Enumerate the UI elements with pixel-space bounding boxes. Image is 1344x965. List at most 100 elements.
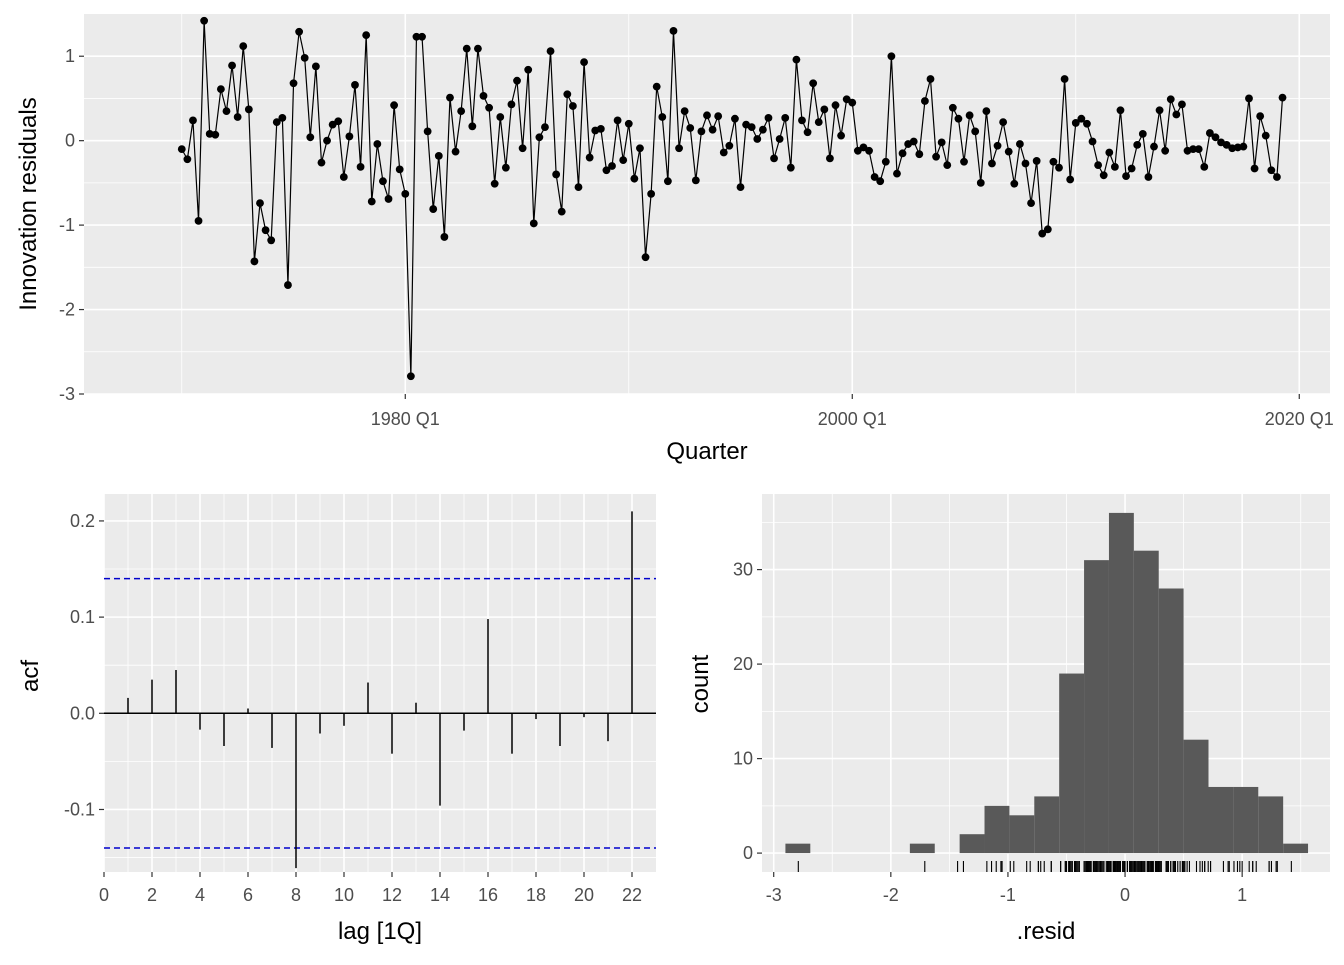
residual-point — [1043, 225, 1052, 234]
residual-point — [1133, 140, 1142, 149]
histogram-bar — [1133, 550, 1159, 854]
residual-point — [485, 103, 493, 112]
acf-axes: -0.1 0.0 0.1 0.2 0 2 4 6 8 10 12 14 16 18 20 22 — [64, 511, 642, 905]
residual-point — [1027, 199, 1035, 208]
residual-point — [418, 32, 426, 41]
residual-point — [893, 169, 901, 178]
residual-point — [1004, 147, 1013, 156]
residuals-axes: -3 -2 -1 0 1 1980 Q1 2000 Q1 2020 Q1 — [59, 46, 1334, 429]
residual-point — [1261, 131, 1270, 140]
residual-point — [971, 127, 980, 136]
residual-point — [300, 54, 309, 62]
residuals-y-tick-label: 0 — [65, 131, 75, 151]
residual-point — [999, 118, 1008, 126]
residual-point — [306, 133, 315, 142]
residual-point — [384, 195, 393, 203]
acf-x-tick-label: 12 — [382, 885, 402, 905]
residual-point — [440, 233, 449, 241]
residual-histogram-plot: 0 10 20 30 -3 -2 -1 0 1 .resid count — [687, 494, 1330, 945]
histogram-bar — [1183, 739, 1209, 854]
residual-point — [334, 117, 343, 126]
histogram-bar — [1009, 815, 1035, 854]
residual-point — [1273, 173, 1281, 181]
residual-point — [993, 141, 1002, 150]
residual-point — [988, 159, 996, 168]
residual-point — [613, 116, 622, 125]
residual-point — [747, 123, 756, 132]
residual-point — [1138, 130, 1147, 138]
acf-x-axis-title: lag [1Q] — [338, 918, 422, 945]
acf-y-tick-label: 0.2 — [70, 511, 95, 531]
histogram-y-tick-label: 30 — [733, 560, 753, 580]
residual-point — [490, 179, 499, 188]
residuals-x-tick-label: 1980 Q1 — [371, 409, 440, 429]
residual-point — [1194, 145, 1203, 154]
histogram-bar — [785, 843, 811, 854]
residual-point — [434, 151, 443, 160]
residual-point — [507, 100, 516, 109]
residual-point — [647, 189, 656, 198]
residual-point — [842, 95, 851, 104]
residual-point — [328, 120, 337, 129]
residual-point — [295, 27, 304, 36]
histogram-bar — [1034, 796, 1060, 854]
residual-point — [272, 118, 281, 126]
residual-point — [261, 226, 270, 235]
residual-point — [1083, 119, 1091, 128]
residual-point — [563, 90, 572, 99]
residual-point — [1049, 157, 1058, 166]
histogram-bar — [1084, 560, 1109, 854]
residual-point — [429, 205, 438, 213]
residual-point — [524, 65, 533, 74]
residual-point — [848, 98, 857, 107]
residual-point — [948, 103, 957, 112]
residual-point — [837, 131, 845, 140]
residual-point — [669, 26, 678, 35]
residual-point — [937, 138, 946, 147]
residual-point — [630, 174, 639, 183]
residual-point — [1267, 166, 1276, 175]
residual-point — [921, 97, 929, 105]
residual-point — [1155, 106, 1164, 115]
histogram-bar — [1258, 796, 1284, 854]
histogram-rug — [797, 861, 1292, 872]
residual-point — [865, 146, 873, 155]
acf-x-tick-label: 2 — [147, 885, 157, 905]
residual-point — [641, 253, 650, 262]
residual-point — [758, 125, 767, 134]
residual-point — [390, 101, 398, 110]
acf-y-tick-label: 0.1 — [70, 607, 95, 627]
residual-point — [289, 79, 298, 88]
residual-point — [1239, 142, 1248, 151]
residual-point — [222, 107, 231, 116]
residual-point — [1038, 229, 1047, 238]
residual-point — [775, 135, 784, 143]
acf-x-tick-label: 6 — [243, 885, 253, 905]
residual-point — [546, 47, 555, 56]
residual-point — [1016, 140, 1024, 148]
residual-point — [233, 113, 242, 121]
histogram-y-tick-label: 0 — [743, 843, 753, 863]
acf-y-tick-label: 0.0 — [70, 703, 95, 723]
residual-point — [898, 149, 907, 158]
residual-point — [697, 127, 706, 136]
residual-point — [468, 122, 477, 131]
residual-point — [323, 136, 331, 145]
residual-point — [602, 166, 611, 175]
residual-point — [870, 173, 879, 181]
residual-point — [982, 107, 991, 116]
residual-point — [1256, 112, 1265, 121]
residual-point — [876, 177, 885, 186]
residual-point — [1278, 93, 1287, 102]
histogram-bars — [785, 512, 1309, 854]
residuals-x-tick-label: 2020 Q1 — [1265, 409, 1334, 429]
residual-point — [624, 119, 633, 128]
residual-point — [652, 82, 661, 91]
residual-point — [675, 144, 683, 153]
residual-point — [351, 81, 359, 89]
residuals-y-tick-label: -3 — [59, 384, 75, 404]
residual-point — [1094, 161, 1103, 170]
residual-point — [541, 123, 549, 132]
residual-point — [256, 199, 264, 208]
residual-point — [367, 197, 376, 206]
